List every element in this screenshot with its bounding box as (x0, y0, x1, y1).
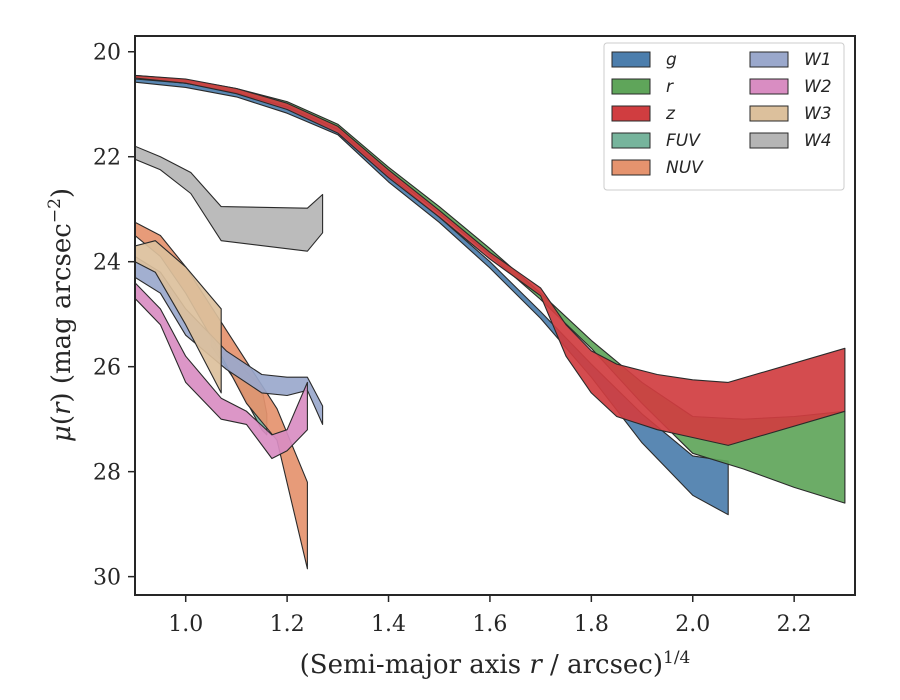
legend-swatch-w2 (749, 78, 789, 95)
band-w4 (135, 145, 324, 252)
legend-swatch-r (611, 78, 651, 95)
legend-swatch-w3 (749, 105, 789, 122)
legend-swatch-nuv (611, 159, 651, 176)
legend-swatch-z (611, 105, 651, 122)
legend-label-w4: W4 (804, 131, 832, 151)
y-axis-ticks: 20 22 24 26 28 30 (93, 41, 135, 591)
legend-label-w3: W3 (804, 104, 832, 124)
legend-swatch-fuv (611, 132, 651, 149)
y-tick-label: 30 (93, 566, 121, 591)
legend: grz FUV NUV W1 W2 W3 W4 (603, 42, 845, 191)
y-tick-label: 22 (93, 146, 121, 171)
legend-swatch-w1 (749, 51, 789, 68)
y-tick-label: 24 (93, 251, 121, 276)
band-z (135, 74, 846, 446)
x-tick-label: 1.2 (270, 612, 305, 637)
legend-label-g: g (666, 50, 677, 70)
legend-label-fuv: FUV (666, 131, 701, 151)
legend-label-z: z (665, 104, 676, 124)
legend-swatch-g (611, 51, 651, 68)
x-tick-label: 1.8 (574, 612, 609, 637)
x-tick-label: 2.0 (675, 612, 710, 637)
y-tick-label: 20 (93, 41, 121, 66)
y-axis-title: μ(r) (mag arcsec−2) (45, 188, 77, 442)
legend-label-w1: W1 (804, 50, 832, 70)
y-tick-label: 26 (93, 356, 121, 381)
band-w3 (135, 240, 222, 394)
band-w2 (135, 282, 308, 460)
legend-label-nuv: NUV (666, 158, 704, 178)
x-tick-label: 1.0 (168, 612, 203, 637)
x-axis-title: (Semi-major axis r / arcsec)1/4 (300, 648, 691, 680)
x-axis-ticks: 1.0 1.2 1.4 1.6 1.8 2.0 2.2 (168, 595, 812, 637)
x-tick-label: 1.6 (472, 612, 507, 637)
y-tick-label: 28 (93, 461, 121, 486)
legend-swatch-w4 (749, 132, 789, 149)
legend-label-w2: W2 (804, 77, 832, 97)
x-tick-label: 2.2 (777, 612, 812, 637)
profile-bands (135, 74, 846, 570)
plot-frame (134, 35, 856, 596)
legend-label-r: r (666, 77, 674, 97)
x-tick-label: 1.4 (371, 612, 406, 637)
